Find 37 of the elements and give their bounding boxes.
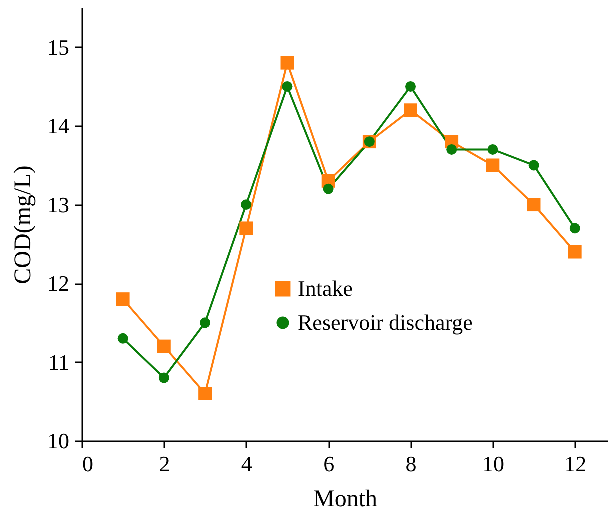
point: [241, 200, 252, 210]
point: [198, 387, 212, 400]
y-tick-label: 11: [48, 350, 70, 375]
point: [527, 198, 541, 212]
point: [568, 245, 582, 259]
point: [280, 56, 294, 70]
y-axis-title: COD(mg/L): [10, 166, 36, 284]
y-tick-label: 12: [48, 271, 70, 296]
point: [446, 144, 458, 155]
y-tick-label: 13: [48, 192, 70, 218]
point: [404, 104, 418, 118]
point: [200, 318, 211, 328]
x-tick-label: 12: [564, 452, 587, 476]
y-tick-label: 10: [48, 428, 70, 454]
point: [158, 372, 170, 384]
point: [528, 160, 540, 171]
point: [282, 81, 293, 92]
point: [240, 222, 254, 236]
legend-label: Reservoir discharge: [298, 310, 473, 335]
x-tick-label: 6: [324, 452, 335, 476]
x-tick-label: 4: [241, 452, 252, 476]
point: [570, 223, 580, 234]
x-tick-label: 2: [159, 452, 170, 476]
legend-label: Intake: [298, 276, 353, 301]
point: [323, 184, 334, 194]
y-tick-label: 15: [48, 34, 70, 60]
point: [488, 144, 498, 155]
point: [118, 333, 128, 344]
x-tick-label: 0: [82, 452, 94, 476]
point: [116, 292, 130, 306]
x-tick-label: 8: [406, 452, 417, 476]
point: [486, 158, 500, 172]
point: [406, 81, 416, 92]
point: [157, 340, 171, 354]
x-tick-label: 10: [482, 452, 504, 476]
y-tick-label: 14: [48, 114, 70, 139]
x-axis-title: Month: [313, 486, 378, 512]
